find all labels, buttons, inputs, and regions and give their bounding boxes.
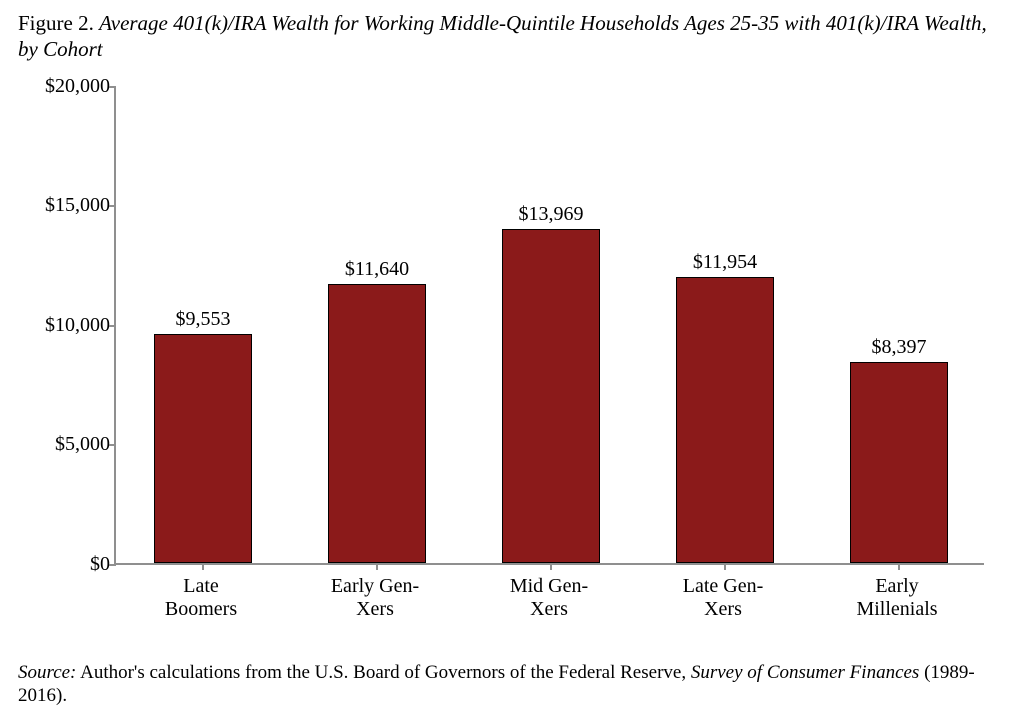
figure-number: Figure 2. bbox=[18, 11, 99, 35]
bar-chart: $0 $5,000 $10,000 $15,000 $20,000 $9,553 $11,… bbox=[18, 75, 1006, 635]
y-axis-label: $10,000 bbox=[45, 314, 110, 337]
x-tick bbox=[550, 563, 552, 570]
x-axis-label-line: Xers bbox=[288, 598, 462, 621]
source-prefix: Source: bbox=[18, 662, 76, 683]
y-axis-labels: $0 $5,000 $10,000 $15,000 $20,000 bbox=[18, 75, 110, 635]
x-axis-label-line: Xers bbox=[462, 598, 636, 621]
bar-value-label: $9,553 bbox=[113, 308, 293, 331]
y-axis-label: $20,000 bbox=[45, 75, 110, 98]
y-tick bbox=[109, 444, 116, 446]
bar-value-label: $11,640 bbox=[287, 258, 467, 281]
bar bbox=[676, 277, 773, 563]
x-axis-label-line: Late bbox=[114, 575, 288, 598]
bar-value-label: $8,397 bbox=[809, 336, 989, 359]
x-axis-label: Late Gen-Xers bbox=[636, 575, 810, 621]
x-axis-label: Mid Gen-Xers bbox=[462, 575, 636, 621]
y-tick bbox=[109, 205, 116, 207]
x-axis-label-line: Mid Gen- bbox=[462, 575, 636, 598]
y-axis-label: $0 bbox=[90, 553, 110, 576]
x-axis-label-line: Xers bbox=[636, 598, 810, 621]
x-tick bbox=[376, 563, 378, 570]
x-axis-label: Early Gen-Xers bbox=[288, 575, 462, 621]
plot-area: $9,553$11,640$13,969$11,954$8,397 bbox=[114, 87, 984, 565]
x-tick bbox=[898, 563, 900, 570]
y-axis-label: $5,000 bbox=[55, 433, 110, 456]
bar bbox=[154, 334, 251, 562]
bar bbox=[328, 284, 425, 562]
bar-value-label: $13,969 bbox=[461, 203, 641, 226]
y-axis-label: $15,000 bbox=[45, 194, 110, 217]
y-tick bbox=[109, 564, 116, 566]
x-tick bbox=[202, 563, 204, 570]
x-axis-label-line: Early bbox=[810, 575, 984, 598]
source-emphasis: Survey of Consumer Finances bbox=[691, 662, 919, 683]
source-note: Source: Author's calculations from the U… bbox=[18, 661, 1006, 709]
figure-caption: Figure 2. Average 401(k)/IRA Wealth for … bbox=[18, 10, 1006, 63]
figure-title: Average 401(k)/IRA Wealth for Working Mi… bbox=[18, 11, 987, 61]
figure-page: Figure 2. Average 401(k)/IRA Wealth for … bbox=[0, 0, 1024, 722]
bar-value-label: $11,954 bbox=[635, 251, 815, 274]
x-axis-label-line: Millenials bbox=[810, 598, 984, 621]
x-tick bbox=[724, 563, 726, 570]
x-axis-label: EarlyMillenials bbox=[810, 575, 984, 621]
x-axis-label: LateBoomers bbox=[114, 575, 288, 621]
bar bbox=[850, 362, 947, 563]
x-axis-label-line: Boomers bbox=[114, 598, 288, 621]
x-axis-label-line: Early Gen- bbox=[288, 575, 462, 598]
bar bbox=[502, 229, 599, 563]
x-axis-label-line: Late Gen- bbox=[636, 575, 810, 598]
source-text-before: Author's calculations from the U.S. Boar… bbox=[76, 662, 690, 683]
y-tick bbox=[109, 86, 116, 88]
